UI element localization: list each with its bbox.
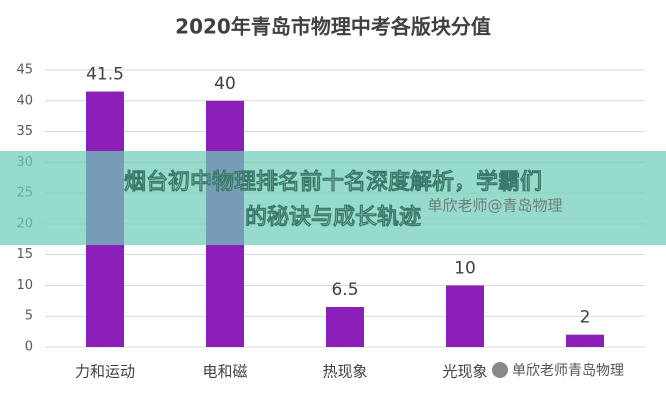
bar: [566, 334, 604, 347]
y-tick-label: 0: [25, 340, 33, 355]
chart-title: 2020年青岛市物理中考各版块分值: [175, 15, 491, 39]
data-label: 40: [214, 74, 236, 94]
y-tick-label: 5: [25, 309, 33, 324]
banner-line: 的秘诀与成长轨迹: [245, 204, 421, 230]
banner-band: [0, 151, 666, 245]
x-tick-label: 热现象: [322, 363, 367, 381]
data-label: 6.5: [331, 280, 358, 300]
data-label: 2: [580, 308, 591, 328]
y-tick-label: 15: [16, 247, 33, 262]
y-tick-label: 35: [16, 124, 33, 139]
banner-line: 烟台初中物理排名前十名深度解析，学霸们: [124, 169, 542, 195]
bar: [446, 285, 484, 347]
watermark: 单欣老师青岛物理: [512, 363, 624, 379]
x-tick-label: 力和运动: [75, 363, 135, 381]
y-tick-label: 40: [16, 93, 33, 108]
data-label: 10: [454, 258, 476, 278]
data-label: 41.5: [86, 65, 124, 85]
x-tick-label: 光现象: [442, 363, 487, 381]
bar: [326, 306, 364, 347]
watermark-icon: [492, 362, 508, 378]
watermark: 单欣老师@青岛物理: [427, 197, 562, 215]
y-tick-label: 45: [16, 63, 33, 78]
x-tick-label: 电和磁: [202, 363, 247, 381]
y-tick-label: 10: [16, 278, 33, 293]
overlay: 单欣老师@青岛物理 烟台初中物理排名前十名深度解析，学霸们 的秘诀与成长轨迹 单…: [0, 151, 666, 379]
